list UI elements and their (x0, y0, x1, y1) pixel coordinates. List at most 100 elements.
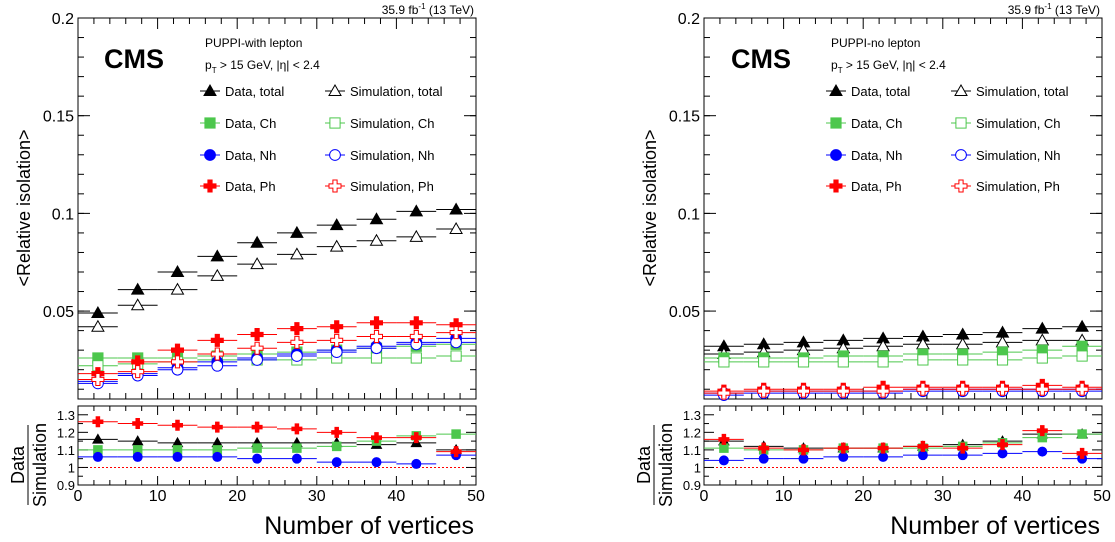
legend-entry: Data, Nh (200, 148, 276, 163)
ratio-point (172, 451, 183, 462)
data-point (91, 372, 105, 386)
legend-label: Data, Nh (851, 148, 902, 163)
series-simulation-ch (704, 350, 1102, 368)
data-point (211, 359, 224, 372)
legend-entry: Simulation, Ph (951, 179, 1060, 194)
y-tick-label: 0.2 (52, 11, 74, 28)
data-point (717, 386, 731, 400)
data-point (718, 356, 730, 368)
ratio-point (1077, 429, 1087, 439)
data-point (290, 247, 304, 260)
legend-marker (203, 179, 217, 193)
ratio-point (997, 448, 1008, 459)
data-point (330, 346, 343, 359)
data-point (210, 333, 224, 347)
data-point (797, 384, 810, 398)
ratio-point (1036, 425, 1048, 437)
y-tick-label: 0.1 (52, 206, 74, 223)
data-point (210, 249, 225, 262)
data-point (250, 257, 264, 270)
legend-label: Simulation, Nh (350, 148, 435, 163)
legend-marker (204, 149, 216, 161)
data-point (369, 233, 384, 246)
main-plot: 0.05 0.1 0.15 0.2 (43, 11, 477, 399)
data-point (1076, 340, 1088, 352)
cms-label: CMS (104, 44, 164, 74)
data-point (917, 354, 929, 366)
ratio-point (252, 453, 263, 464)
x-axis-label: Number of vertices (890, 512, 1100, 540)
ratio-point (838, 451, 849, 462)
data-point (409, 229, 424, 242)
ratio-label-data: Data (634, 445, 654, 484)
x-tick-label: 20 (854, 488, 872, 505)
data-point (409, 204, 424, 217)
legend-marker (328, 179, 342, 193)
legend-label: Simulation, Nh (976, 148, 1061, 163)
ratio-plot: 0.9 1 1.1 1.2 1.3 0 10 20 30 40 50 (683, 406, 1111, 505)
legend-label: Data, Nh (225, 148, 276, 163)
legend-marker (830, 117, 842, 129)
kinematic-cuts: pT > 15 GeV, |η| < 2.4 (205, 58, 320, 75)
data-point (955, 337, 970, 350)
ratio-label-simulation: Simulation (656, 423, 676, 507)
ratio-series-data-ph (78, 416, 476, 458)
ratio-point (92, 416, 104, 428)
y-tick-label: 0.2 (678, 11, 700, 28)
data-point (370, 352, 383, 364)
ratio-point (411, 458, 422, 469)
ratio-point (450, 446, 462, 458)
legend-label: Simulation, Ch (350, 116, 435, 131)
data-point (290, 335, 304, 349)
data-point (876, 384, 890, 398)
ratio-point (451, 429, 461, 439)
data-point (329, 239, 344, 252)
data-point (369, 212, 384, 225)
data-point (130, 298, 145, 311)
ratio-point (371, 457, 382, 468)
legend-header: PUPPI-no lepton (831, 36, 920, 50)
data-point (291, 350, 303, 362)
legend-entry: Data, total (826, 83, 910, 99)
x-tick-label: 10 (149, 488, 167, 505)
data-point (450, 350, 462, 362)
ratio-plot: 0.9 1 1.1 1.2 1.3 0 10 20 30 40 50 (57, 406, 485, 505)
y-tick-label: 0.15 (669, 109, 700, 126)
legend-marker (829, 179, 843, 193)
ratio-point (718, 455, 729, 466)
data-point (251, 354, 264, 366)
main-plot: 0.05 0.1 0.15 0.2 (669, 11, 1103, 401)
legend-header: PUPPI-with lepton (205, 36, 302, 50)
data-point (758, 356, 770, 368)
ratio-y-tick-label: 1.1 (57, 443, 75, 458)
ratio-point (719, 443, 729, 453)
legend-entry: Data, Nh (826, 148, 902, 163)
x-tick-label: 10 (775, 488, 793, 505)
ratio-y-tick-label: 0.9 (683, 478, 701, 493)
data-point (797, 356, 810, 368)
legend-marker (954, 83, 968, 96)
ratio-series-data-nh (78, 450, 476, 469)
data-point (91, 306, 105, 319)
data-point (91, 319, 105, 332)
x-tick-label: 30 (934, 488, 952, 505)
ratio-point (331, 457, 342, 468)
ratio-point (292, 443, 302, 453)
data-point (250, 341, 264, 355)
data-point (370, 316, 383, 330)
data-point (330, 333, 344, 347)
ratio-point (92, 451, 103, 462)
ratio-point (718, 433, 730, 445)
x-tick-label: 0 (700, 488, 709, 505)
main-plot-frame (77, 17, 477, 400)
legend-label: Data, Ch (225, 116, 276, 131)
legend-label: Data, Ph (851, 179, 902, 194)
legend-marker (329, 149, 341, 161)
data-point (290, 225, 304, 238)
data-point (449, 222, 463, 235)
legend-label: Data, total (851, 84, 910, 99)
legend-label: Simulation, Ph (976, 179, 1060, 194)
data-point (996, 382, 1009, 396)
data-point (410, 352, 422, 364)
ratio-series-data-nh (704, 446, 1102, 466)
